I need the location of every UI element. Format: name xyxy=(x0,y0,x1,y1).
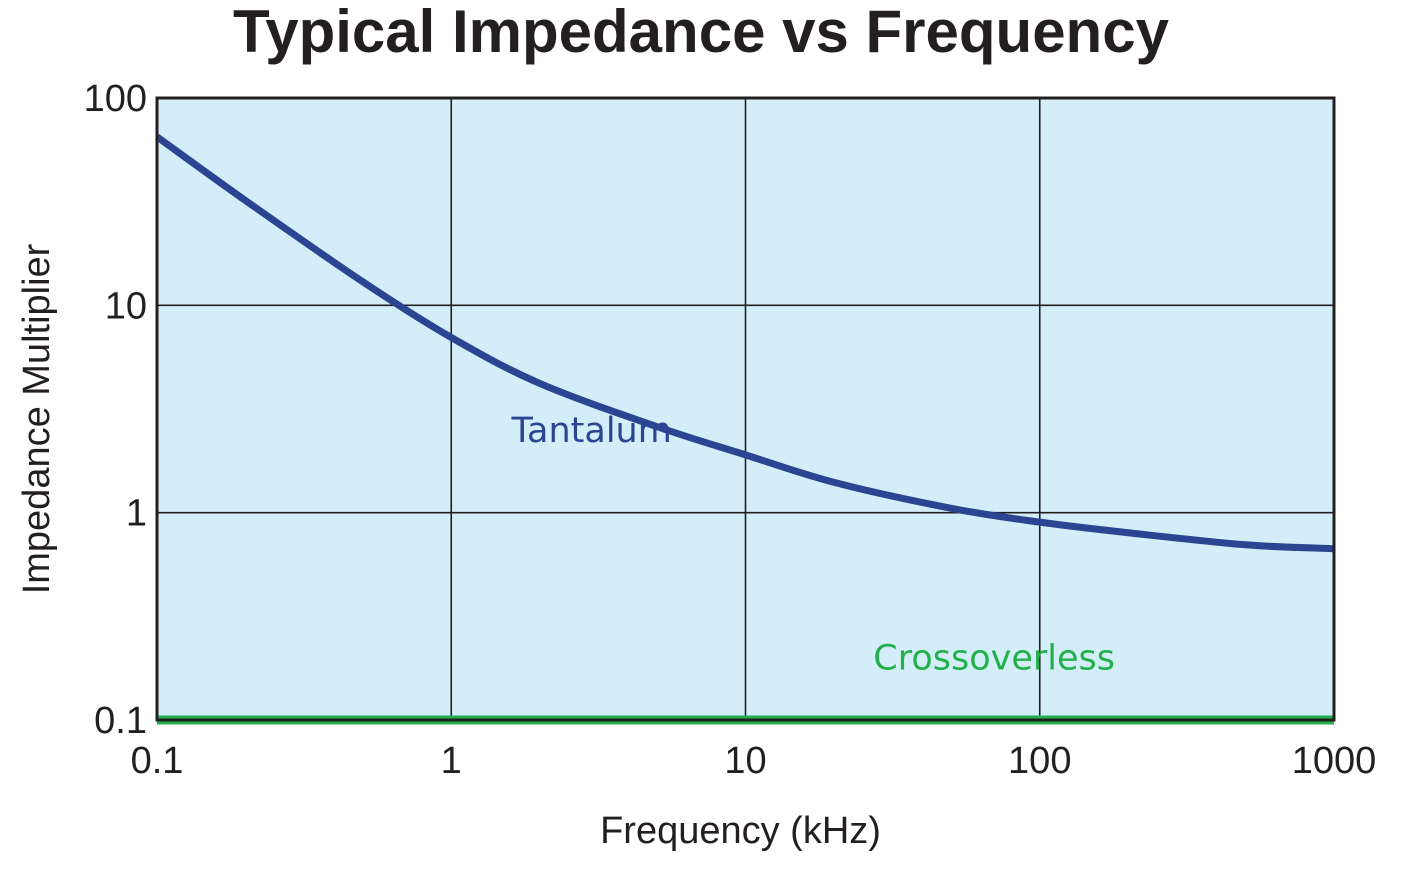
series-line-tantalum xyxy=(154,133,1335,553)
annotation-tantalum: Tantalum xyxy=(510,411,671,451)
x-tick-label: 100 xyxy=(1008,740,1071,782)
chart-title: Typical Impedance vs Frequency xyxy=(233,0,1169,65)
y-axis-label: Impedance Multiplier xyxy=(16,243,58,594)
annotations: Tantalum Crossoverless xyxy=(510,411,1115,678)
y-tick-label: 10 xyxy=(105,285,147,327)
plot-frame xyxy=(155,96,1336,722)
y-tick-labels: 0.1 1 10 100 xyxy=(84,78,147,742)
y-tick-label: 1 xyxy=(126,493,147,535)
y-tick-label: 0.1 xyxy=(94,700,147,742)
annotation-crossoverless: Crossoverless xyxy=(873,639,1115,679)
x-axis-label: Frequency (kHz) xyxy=(600,810,881,852)
x-tick-label: 0.1 xyxy=(131,740,184,782)
x-tick-labels: 0.1 1 10 100 1000 xyxy=(131,740,1377,782)
y-tick-label: 100 xyxy=(84,78,147,120)
x-tick-label: 1 xyxy=(441,740,462,782)
x-tick-label: 1000 xyxy=(1292,740,1377,782)
x-tick-label: 10 xyxy=(724,740,766,782)
